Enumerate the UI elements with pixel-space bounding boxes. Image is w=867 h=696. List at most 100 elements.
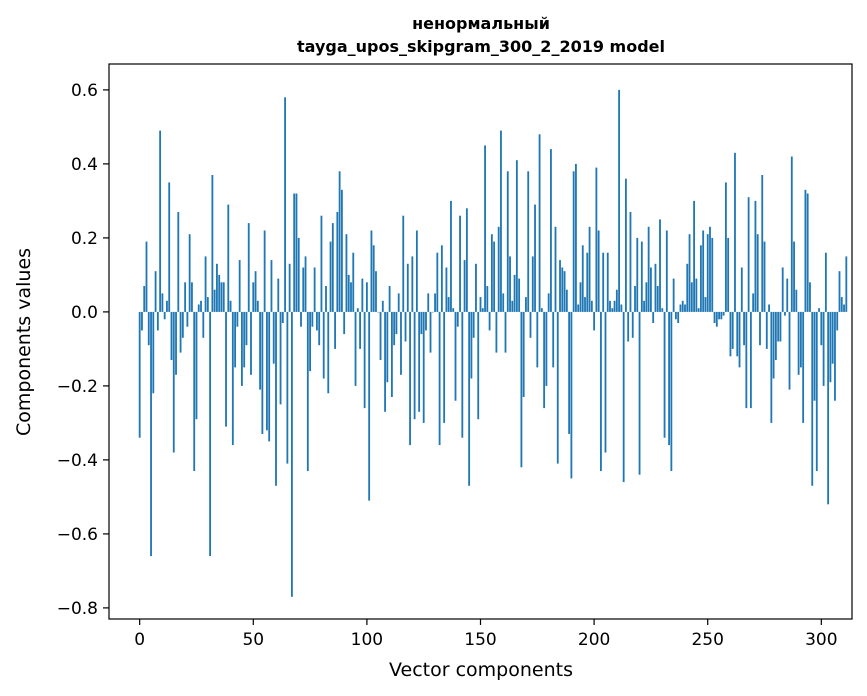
- bar: [222, 282, 225, 312]
- bar: [550, 149, 552, 312]
- bar: [679, 304, 682, 312]
- bar: [404, 311, 407, 342]
- bar: [436, 252, 439, 312]
- bar: [197, 304, 200, 312]
- bar: [440, 245, 443, 312]
- bar: [168, 182, 171, 312]
- bar: [170, 311, 173, 360]
- bar: [593, 311, 596, 331]
- bar: [731, 311, 734, 349]
- bar: [259, 311, 262, 390]
- bar: [595, 167, 598, 312]
- bar: [759, 311, 761, 346]
- bar: [415, 230, 418, 312]
- bar: [177, 212, 180, 312]
- bar: [422, 311, 425, 423]
- chart-subtitle: tayga_upos_skipgram_300_2_2019 model: [297, 37, 665, 56]
- bar: [677, 311, 680, 323]
- bar: [538, 134, 541, 312]
- bar: [609, 300, 611, 312]
- bar: [799, 311, 802, 368]
- bar: [745, 311, 748, 409]
- bar: [281, 311, 284, 323]
- bar: [761, 175, 764, 312]
- bar: [193, 311, 196, 471]
- bar: [268, 311, 271, 442]
- bar: [554, 226, 557, 312]
- bar: [522, 311, 525, 397]
- bar: [518, 278, 521, 312]
- bar: [509, 256, 511, 312]
- bar: [575, 163, 577, 312]
- bar: [752, 293, 755, 312]
- bar: [138, 311, 141, 438]
- bar: [263, 230, 266, 312]
- bar: [684, 304, 686, 312]
- bar: [631, 311, 634, 338]
- bar: [656, 286, 659, 312]
- bar: [765, 311, 768, 349]
- bar: [718, 311, 720, 320]
- bar: [588, 226, 591, 312]
- bar: [352, 252, 355, 312]
- bar: [304, 256, 307, 312]
- bar: [384, 311, 386, 412]
- bar: [622, 311, 625, 483]
- bar: [143, 286, 146, 312]
- bar: [395, 311, 398, 335]
- bar: [606, 252, 609, 312]
- bar: [586, 252, 589, 312]
- bar: [472, 311, 475, 338]
- bar: [602, 252, 605, 312]
- bar: [397, 293, 400, 312]
- bar: [345, 234, 348, 312]
- bar: [540, 308, 543, 312]
- bar: [254, 271, 257, 312]
- bar: [604, 311, 607, 453]
- bar: [531, 256, 534, 312]
- bar: [772, 311, 775, 379]
- bar: [484, 145, 486, 312]
- bar: [629, 212, 632, 312]
- bar: [295, 193, 298, 312]
- bar: [690, 282, 693, 312]
- bar: [159, 130, 162, 312]
- bar: [365, 282, 368, 312]
- bar: [452, 308, 455, 312]
- bar: [463, 260, 466, 312]
- bar: [311, 311, 314, 327]
- bar: [427, 293, 430, 312]
- bar: [443, 311, 446, 423]
- bar: [699, 245, 702, 312]
- bar: [652, 311, 655, 323]
- bar: [559, 260, 561, 312]
- bar: [836, 311, 839, 331]
- bar: [152, 311, 155, 394]
- bar: [597, 230, 600, 312]
- bar: [479, 297, 482, 312]
- bar: [720, 311, 723, 320]
- bar: [640, 241, 643, 312]
- bar: [202, 311, 205, 338]
- bar: [804, 189, 807, 312]
- bar: [618, 89, 621, 312]
- bar: [749, 311, 752, 409]
- bar: [636, 237, 639, 312]
- bar: [477, 311, 480, 420]
- bar: [409, 311, 411, 446]
- bar: [843, 304, 845, 312]
- bar: [577, 304, 580, 312]
- bar: [338, 171, 341, 312]
- bar: [247, 223, 250, 312]
- bar: [377, 311, 380, 313]
- bar: [834, 311, 836, 401]
- bar: [272, 311, 275, 364]
- bar: [784, 311, 786, 316]
- bar: [172, 311, 175, 453]
- bar: [815, 311, 818, 471]
- bar-series: [138, 89, 848, 597]
- bar: [845, 256, 848, 312]
- bar: [275, 311, 277, 486]
- bar: [747, 197, 750, 312]
- bar: [711, 237, 714, 312]
